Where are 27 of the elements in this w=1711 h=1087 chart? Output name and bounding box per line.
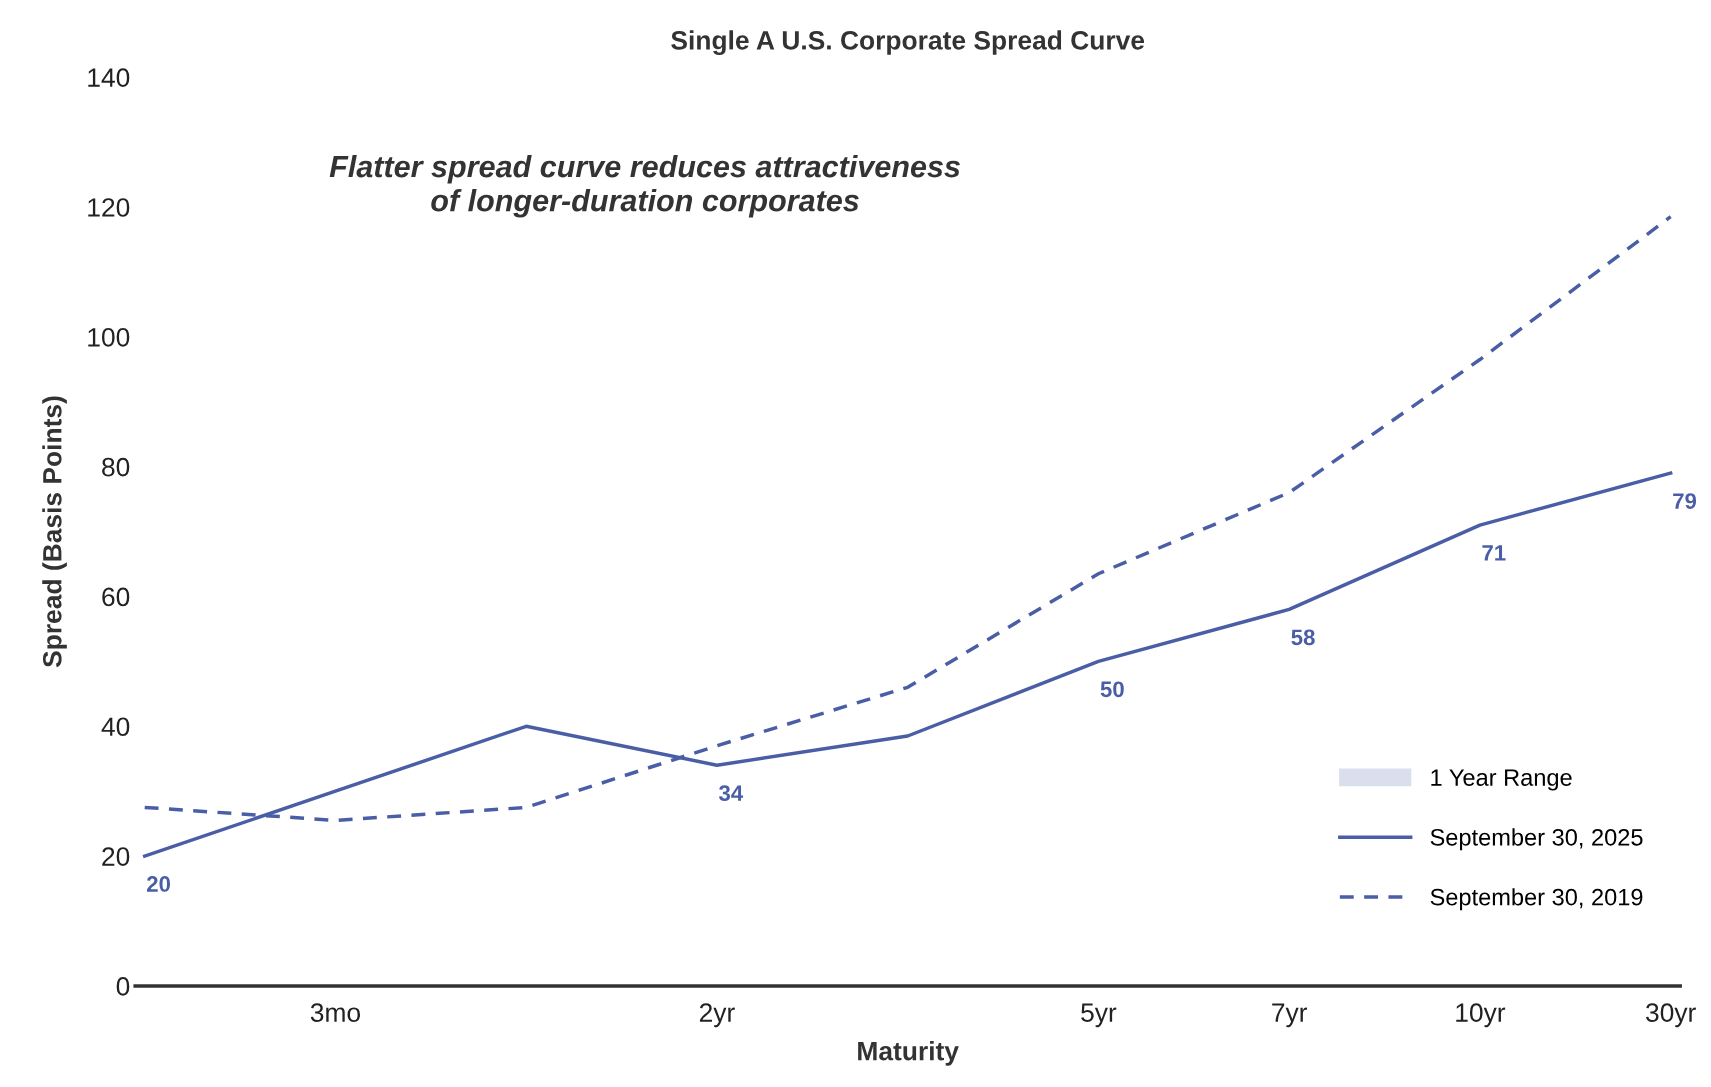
data-label: 20 (147, 876, 171, 892)
x-axis-title: Maturity (858, 1041, 959, 1066)
y-tick-label: 0 (116, 977, 130, 996)
y-tick-label: 140 (88, 68, 130, 87)
y-tick-label: 80 (102, 457, 130, 477)
x-tick-label: 30yr (1646, 1003, 1696, 1028)
x-tick-label: 10yr (1456, 1003, 1506, 1028)
y-tick-label: 60 (102, 587, 130, 607)
data-label: 71 (1482, 545, 1506, 561)
legend-label: September 30, 2025 (1430, 828, 1643, 851)
data-label: 34 (718, 785, 744, 802)
y-tick-label: 20 (102, 847, 130, 866)
y-tick-label: 40 (101, 717, 130, 737)
data-label: 58 (1291, 629, 1315, 646)
y-tick-label: 120 (88, 198, 130, 217)
chart-title: Single A U.S. Corporate Spread Curve (671, 30, 1145, 55)
x-tick-label: 5yr (1081, 1003, 1117, 1028)
legend-label: September 30, 2019 (1430, 888, 1643, 911)
data-label: 79 (1673, 493, 1697, 509)
x-tick-label: 3mo (310, 1003, 361, 1022)
data-label: 50 (1100, 681, 1124, 698)
x-tick-label: 7yr (1272, 1003, 1308, 1028)
x-tick-label: 2yr (699, 1003, 735, 1028)
legend-label: 1 Year Range (1431, 769, 1572, 791)
y-axis-title: Spread (Basis Points) (42, 396, 67, 668)
y-tick-label: 100 (88, 327, 130, 347)
annotation: Flatter spread curve reduces attractiveness of longer-duration corporates (329, 154, 960, 218)
